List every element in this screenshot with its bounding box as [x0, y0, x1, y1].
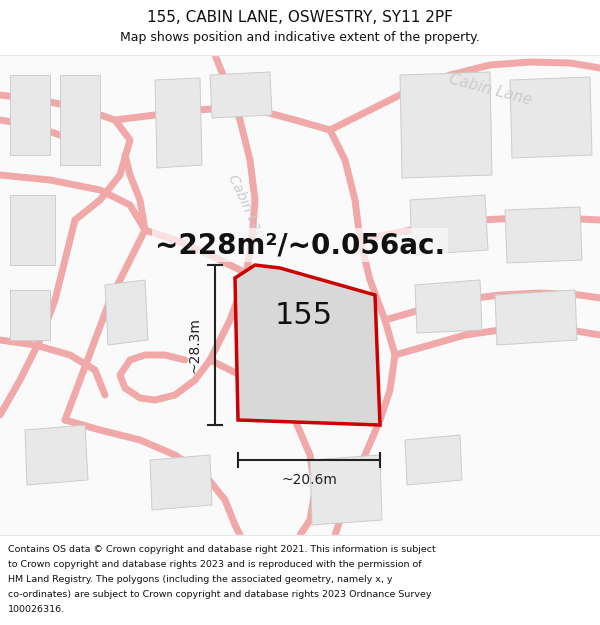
Polygon shape — [310, 316, 347, 360]
Polygon shape — [60, 75, 100, 165]
Text: Contains OS data © Crown copyright and database right 2021. This information is : Contains OS data © Crown copyright and d… — [8, 545, 436, 554]
Polygon shape — [400, 72, 492, 178]
Polygon shape — [405, 435, 462, 485]
Text: HM Land Registry. The polygons (including the associated geometry, namely x, y: HM Land Registry. The polygons (includin… — [8, 575, 392, 584]
Polygon shape — [235, 265, 380, 425]
Text: 155: 155 — [275, 301, 333, 329]
Polygon shape — [270, 285, 312, 335]
Polygon shape — [25, 425, 88, 485]
Polygon shape — [495, 290, 577, 345]
Text: ~228m²/~0.056ac.: ~228m²/~0.056ac. — [155, 231, 445, 259]
Bar — [0, 0, 600, 55]
Polygon shape — [105, 280, 148, 345]
Text: co-ordinates) are subject to Crown copyright and database rights 2023 Ordnance S: co-ordinates) are subject to Crown copyr… — [8, 590, 431, 599]
Text: 100026316.: 100026316. — [8, 605, 65, 614]
Polygon shape — [510, 77, 592, 158]
Polygon shape — [10, 290, 50, 340]
Polygon shape — [150, 455, 212, 510]
Polygon shape — [10, 75, 50, 155]
Text: ~28.3m: ~28.3m — [188, 317, 202, 373]
Polygon shape — [415, 280, 482, 333]
Text: Cabin Lane: Cabin Lane — [447, 72, 533, 108]
Polygon shape — [505, 207, 582, 263]
Text: ~20.6m: ~20.6m — [281, 473, 337, 487]
Polygon shape — [310, 455, 382, 525]
Bar — [0, 55, 600, 535]
Text: Map shows position and indicative extent of the property.: Map shows position and indicative extent… — [120, 31, 480, 44]
Bar — [0, 535, 600, 625]
Text: 155, CABIN LANE, OSWESTRY, SY11 2PF: 155, CABIN LANE, OSWESTRY, SY11 2PF — [147, 11, 453, 26]
Polygon shape — [210, 72, 272, 118]
Polygon shape — [155, 78, 202, 168]
Polygon shape — [410, 195, 488, 255]
Text: Cabin Lane: Cabin Lane — [225, 172, 271, 248]
Text: to Crown copyright and database rights 2023 and is reproduced with the permissio: to Crown copyright and database rights 2… — [8, 560, 422, 569]
Polygon shape — [10, 195, 55, 265]
